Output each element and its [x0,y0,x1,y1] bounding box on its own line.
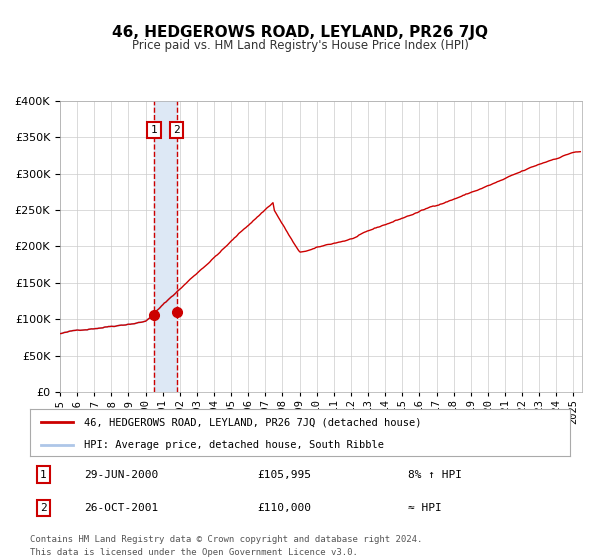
Text: Price paid vs. HM Land Registry's House Price Index (HPI): Price paid vs. HM Land Registry's House … [131,39,469,52]
Text: 26-OCT-2001: 26-OCT-2001 [84,503,158,513]
Text: HPI: Average price, detached house, South Ribble: HPI: Average price, detached house, Sout… [84,440,384,450]
Text: ≈ HPI: ≈ HPI [408,503,442,513]
Text: 1: 1 [151,125,157,135]
Text: £105,995: £105,995 [257,470,311,480]
Text: 2: 2 [173,125,180,135]
Text: Contains HM Land Registry data © Crown copyright and database right 2024.: Contains HM Land Registry data © Crown c… [30,535,422,544]
Text: 46, HEDGEROWS ROAD, LEYLAND, PR26 7JQ (detached house): 46, HEDGEROWS ROAD, LEYLAND, PR26 7JQ (d… [84,417,421,427]
Text: 2: 2 [40,503,47,513]
Text: 29-JUN-2000: 29-JUN-2000 [84,470,158,480]
Text: 1: 1 [40,470,47,480]
Text: £110,000: £110,000 [257,503,311,513]
Bar [154,101,177,392]
Text: 8% ↑ HPI: 8% ↑ HPI [408,470,462,480]
Text: 46, HEDGEROWS ROAD, LEYLAND, PR26 7JQ: 46, HEDGEROWS ROAD, LEYLAND, PR26 7JQ [112,25,488,40]
Text: This data is licensed under the Open Government Licence v3.0.: This data is licensed under the Open Gov… [30,548,358,557]
